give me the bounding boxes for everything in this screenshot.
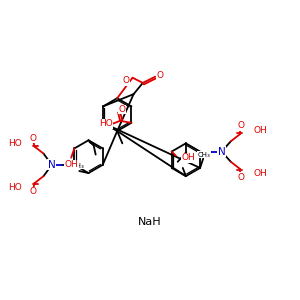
- Text: OH: OH: [254, 169, 267, 178]
- Text: O: O: [30, 187, 37, 196]
- Text: OH: OH: [254, 125, 267, 134]
- Text: O: O: [238, 173, 244, 182]
- Text: O: O: [30, 134, 37, 143]
- Text: HO: HO: [99, 119, 113, 128]
- Text: OH: OH: [64, 160, 78, 169]
- Text: HO: HO: [8, 183, 22, 192]
- Text: OH: OH: [181, 153, 195, 162]
- Text: O: O: [238, 122, 244, 130]
- Text: CH₃: CH₃: [198, 152, 211, 158]
- Text: NaH: NaH: [138, 217, 162, 227]
- Text: N: N: [218, 146, 226, 157]
- Text: HO: HO: [8, 139, 22, 148]
- Text: O: O: [119, 105, 126, 114]
- Text: CH₃: CH₃: [72, 163, 85, 169]
- Text: O: O: [123, 76, 130, 85]
- Text: O: O: [157, 71, 164, 80]
- Text: N: N: [48, 160, 56, 170]
